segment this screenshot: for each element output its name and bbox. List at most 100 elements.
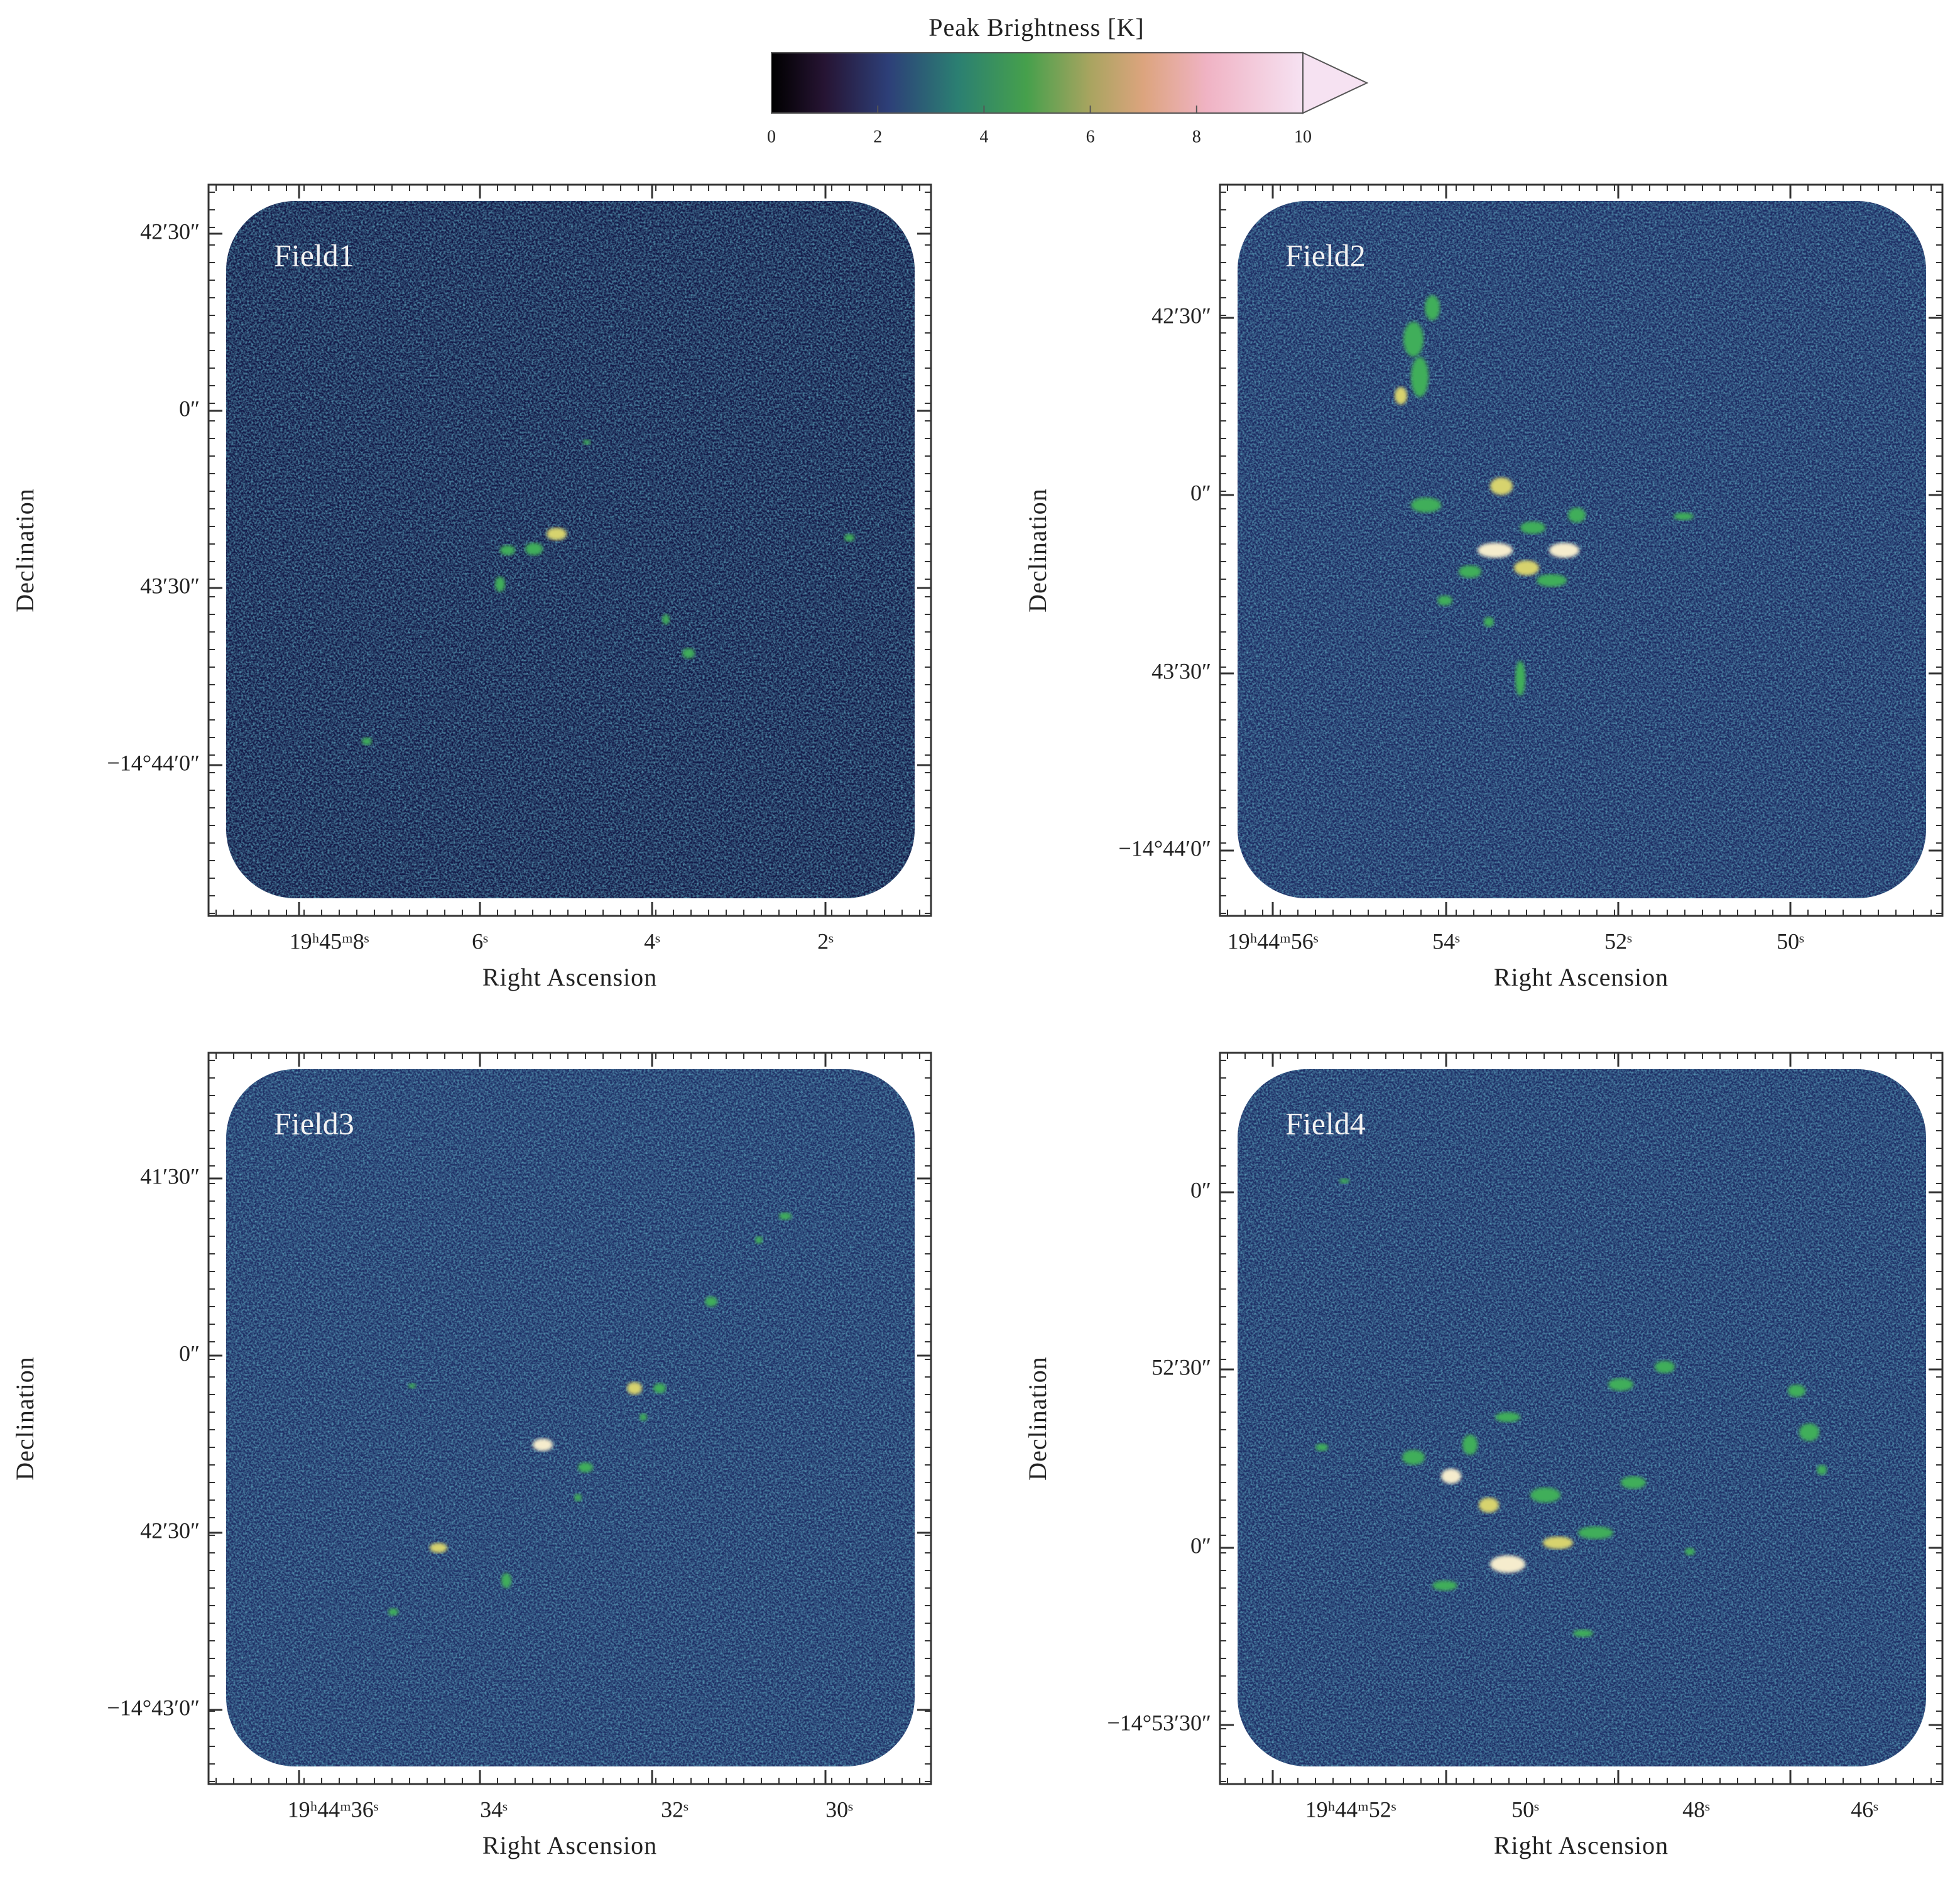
x-tick-label: 6ˢ [472,928,488,954]
y-tick-label: 43′30″ [140,573,200,598]
map [1238,1069,1926,1766]
emission [1788,1385,1805,1397]
emission [1495,1412,1520,1422]
colorbar [771,52,1304,114]
emission [1490,1555,1525,1573]
emission [495,577,505,592]
field-label: Field3 [274,1106,354,1141]
emission [408,1383,416,1388]
field-label: Field1 [274,237,354,273]
emission [1537,574,1567,587]
x-axis-label: Right Ascension [482,963,657,991]
emission [1462,1435,1478,1455]
emission [1479,1498,1499,1513]
x-tick-label: 32ˢ [661,1797,689,1822]
y-tick-label: 0″ [179,1341,200,1366]
y-tick-label: 42′30″ [140,1518,200,1543]
y-tick-label: −14°44′0″ [107,750,200,775]
x-tick-label: 19ʰ45ᵐ8ˢ [290,928,369,954]
x-axis-label: Right Ascension [482,1831,657,1859]
x-tick-label: 34ˢ [480,1797,508,1822]
emission [1515,661,1525,696]
emission [1817,1465,1827,1475]
emission [578,1462,593,1472]
emission [627,1382,642,1395]
emission [1685,1548,1695,1555]
x-tick-label: 30ˢ [825,1797,853,1822]
y-tick-label: 42′30″ [140,219,200,244]
colorbar-tick-label: 6 [1086,127,1095,146]
y-tick-label: 52′30″ [1152,1354,1211,1379]
y-tick-label: −14°53′30″ [1107,1710,1211,1735]
colorbar-extend [1302,52,1369,114]
frame [207,1052,932,1785]
emission [844,534,854,541]
emission [547,528,567,540]
x-tick-label: 46ˢ [1851,1797,1878,1822]
y-tick-label: 0″ [1190,1177,1211,1202]
emission [1674,513,1694,520]
emission [1339,1178,1349,1183]
y-axis-label: Declination [11,1356,39,1481]
emission [755,1236,763,1244]
emission [388,1608,398,1616]
emission [1411,498,1441,513]
emission [1478,543,1513,558]
emission [1530,1488,1560,1503]
y-tick-label: 43′30″ [1152,658,1211,683]
emission [1520,521,1545,534]
y-tick-label: 41′30″ [140,1163,200,1189]
emission [653,1383,666,1393]
emission [533,1439,553,1451]
emission [1437,596,1452,606]
field-label: Field4 [1285,1106,1366,1141]
emission [1799,1423,1819,1441]
y-tick-label: 0″ [179,396,200,421]
x-tick-label: 50ˢ [1777,928,1804,954]
emission [705,1297,717,1307]
colorbar-tick-label: 0 [767,127,776,146]
y-axis-label: Declination [11,488,39,612]
emission [1490,477,1513,495]
map [226,201,915,898]
x-tick-label: 4ˢ [644,928,660,954]
x-tick-label: 2ˢ [817,928,834,954]
x-tick-label: 19ʰ44ᵐ52ˢ [1305,1797,1396,1822]
map [226,1069,915,1766]
y-axis-label: Declination [1023,488,1052,612]
emission [1514,560,1539,575]
y-tick-label: 0″ [1190,480,1211,505]
emission [1655,1361,1675,1373]
emission [1403,322,1424,357]
colorbar-tick-label: 2 [873,127,882,146]
panel: 0″ 52′30″ 0″ −14°53′30″ 19ʰ44ᵐ52ˢ 50ˢ 48ˢ 46ˢ Ri… [1023,1052,1944,1859]
frame [207,183,932,917]
emission [501,1573,511,1588]
y-tick-label: −14°43′0″ [107,1695,200,1720]
colorbar-tick-label: 4 [979,127,988,146]
y-axis-label: Declination [1023,1356,1052,1481]
emission [1549,543,1579,558]
map-noise [1238,201,1926,898]
emission [1608,1378,1633,1391]
emission [682,648,695,658]
x-tick-label: 19ʰ44ᵐ56ˢ [1228,928,1319,954]
emission [1484,617,1494,627]
emission [1441,1469,1461,1484]
emission [1543,1537,1573,1549]
emission [1568,508,1586,523]
emission [1402,1450,1425,1465]
emission [525,543,543,555]
y-tick-label: 0″ [1190,1533,1211,1558]
emission [1425,295,1440,320]
emission [583,440,591,445]
emission [1411,357,1429,397]
y-tick-label: 42′30″ [1152,303,1211,328]
map [1238,201,1926,898]
panel: 41′30″ 0″ 42′30″ −14°43′0″ 19ʰ44ᵐ36ˢ 34ˢ 32ˢ 30… [11,1052,932,1859]
emission [430,1543,447,1553]
x-tick-label: 19ʰ44ᵐ36ˢ [288,1797,379,1822]
emission [640,1413,647,1421]
colorbar-tick-label: 10 [1294,127,1312,146]
